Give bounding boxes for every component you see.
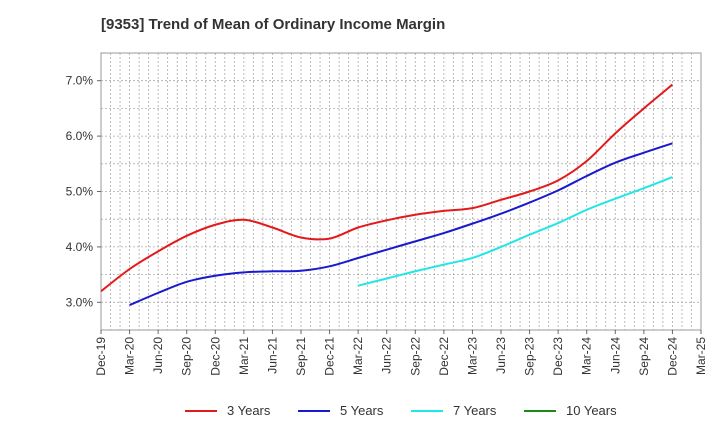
- x-tick-label: Jun-22: [380, 337, 394, 374]
- series-line-7-years: [357, 176, 673, 287]
- x-tick-label: Sep-22: [408, 337, 422, 376]
- x-tick-label: Sep-20: [180, 337, 194, 376]
- legend-label: 10 Years: [566, 403, 617, 418]
- x-tick-label: Dec-23: [551, 337, 565, 376]
- legend-label: 5 Years: [340, 403, 384, 418]
- grid-lines: [101, 53, 701, 330]
- x-tick-label: Dec-19: [94, 337, 108, 376]
- legend-swatch: [185, 409, 217, 412]
- chart-title: [9353] Trend of Mean of Ordinary Income …: [101, 16, 446, 33]
- x-tick-label: Mar-20: [123, 337, 137, 375]
- legend-label: 3 Years: [227, 403, 271, 418]
- series-lines: [100, 83, 674, 306]
- x-tick-label: Jun-21: [265, 337, 279, 374]
- x-tick-label: Dec-22: [437, 337, 451, 376]
- x-tick-label: Mar-22: [351, 337, 365, 375]
- y-tick-label: 6.0%: [66, 129, 94, 143]
- legend: 3 Years 5 Years 7 Years 10 Years: [0, 403, 720, 425]
- x-tick-label: Sep-23: [523, 337, 537, 376]
- y-tick-label: 4.0%: [66, 240, 94, 254]
- x-tick-label: Jun-20: [151, 337, 165, 374]
- legend-item-10-years: 10 Years: [524, 403, 617, 418]
- x-tick-label: Jun-24: [608, 337, 622, 374]
- legend-item-3-years: 3 Years: [185, 403, 270, 418]
- y-tick-label: 3.0%: [66, 295, 94, 309]
- y-tick-label: 5.0%: [66, 185, 94, 199]
- x-tick-label: Sep-24: [637, 337, 651, 376]
- x-tick-label: Sep-21: [294, 337, 308, 376]
- y-tick-label: 7.0%: [66, 74, 94, 88]
- x-tick-label: Dec-21: [323, 337, 337, 376]
- x-tick-label: Mar-24: [580, 337, 594, 375]
- series-line-3-years: [100, 83, 674, 293]
- legend-swatch: [298, 409, 330, 412]
- legend-swatch: [524, 409, 556, 412]
- x-tick-label: Mar-23: [465, 337, 479, 375]
- x-tick-label: Mar-25: [694, 337, 708, 375]
- legend-swatch: [411, 409, 443, 412]
- x-tick-label: Mar-21: [237, 337, 251, 375]
- legend-label: 7 Years: [453, 403, 497, 418]
- x-axis: Dec-19 Mar-20 Jun-20 Sep-20 Dec-20 Mar-21 Jun-…: [94, 330, 708, 376]
- legend-item-7-years: 7 Years: [411, 403, 496, 418]
- series-line-5-years: [129, 142, 673, 306]
- x-tick-label: Dec-24: [665, 337, 679, 376]
- x-tick-label: Dec-20: [208, 337, 222, 376]
- y-axis: 3.0% 4.0% 5.0% 6.0% 7.0%: [66, 74, 101, 309]
- legend-item-5-years: 5 Years: [298, 403, 383, 418]
- x-tick-label: Jun-23: [494, 337, 508, 374]
